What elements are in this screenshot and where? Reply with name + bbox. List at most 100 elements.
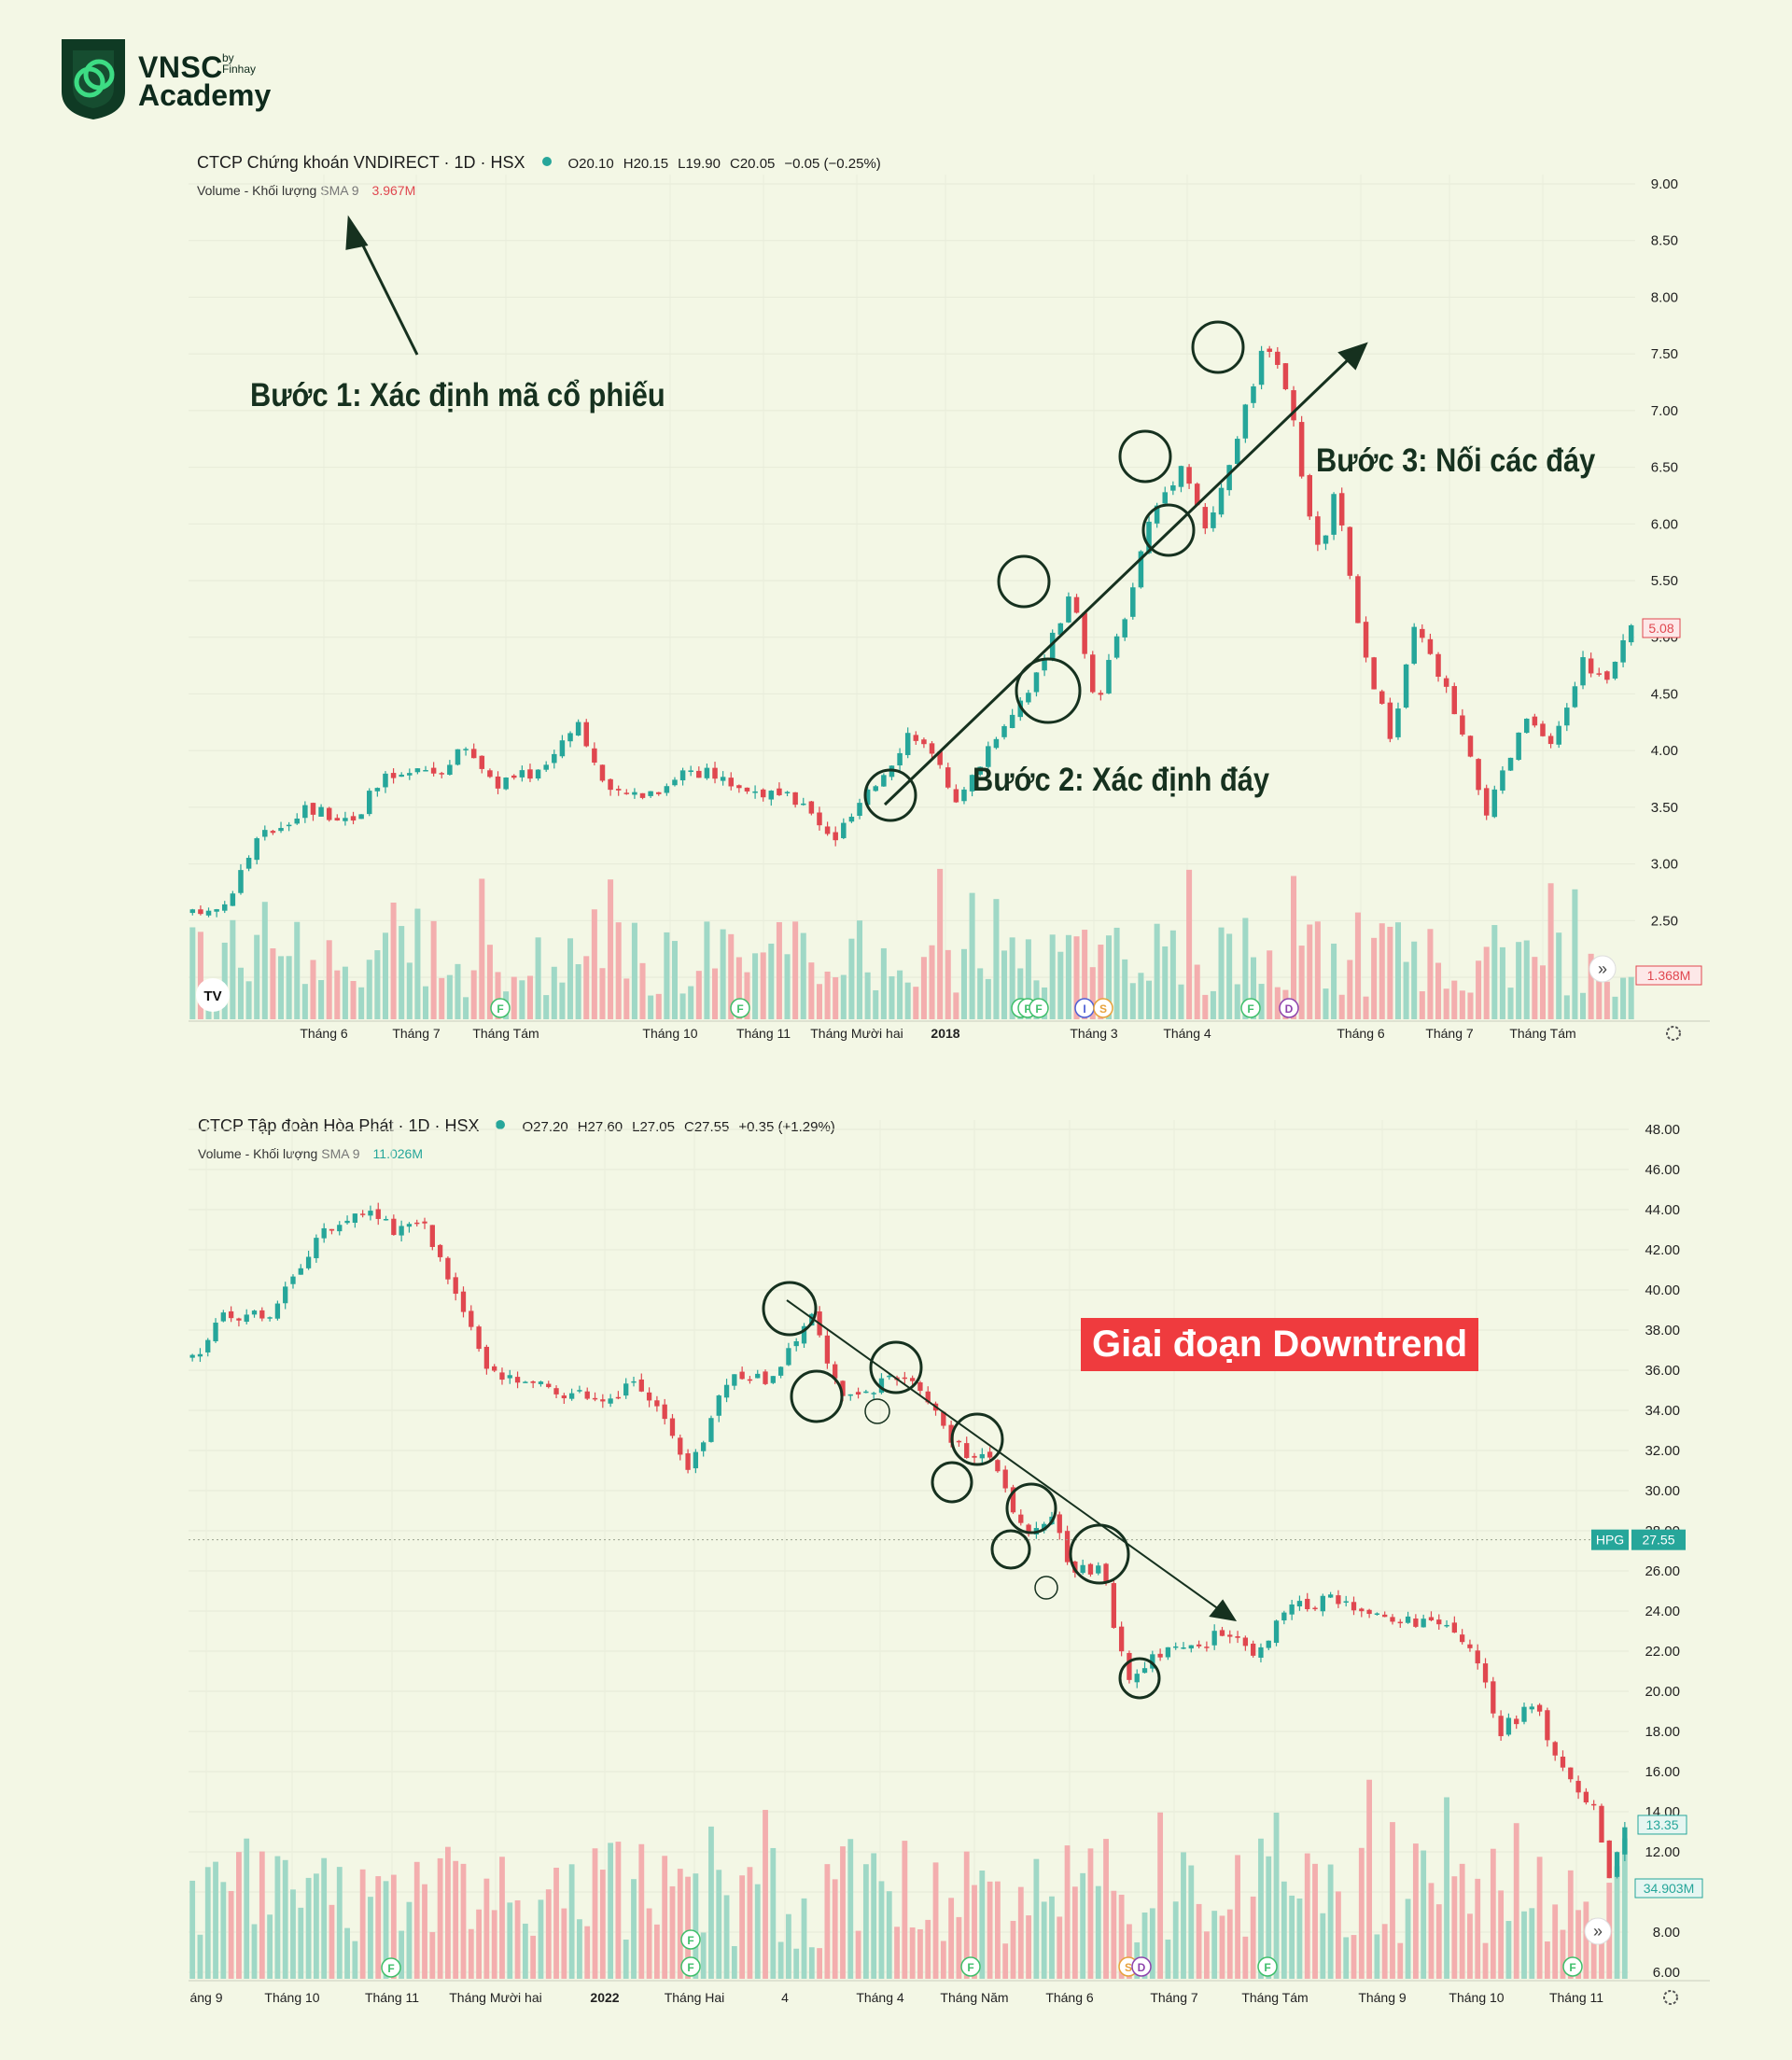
volume-bar xyxy=(1118,1894,1125,1979)
volume-bar xyxy=(375,1876,382,1979)
candle-body xyxy=(615,789,622,791)
event-marker-label: F xyxy=(1569,1961,1575,1974)
candle-body xyxy=(793,1340,799,1347)
candle-body xyxy=(1042,658,1047,671)
volume-bar xyxy=(833,976,839,1019)
candle-body xyxy=(1323,535,1329,544)
event-marker-label: F xyxy=(967,1961,973,1974)
volume-bar xyxy=(871,1853,877,1979)
volume-bar xyxy=(1387,926,1393,1019)
highlight-circle xyxy=(1118,1657,1161,1700)
candle-body xyxy=(1178,466,1184,487)
volume-bar xyxy=(754,1884,761,1979)
candle-body xyxy=(972,1455,977,1458)
chart1-vndirect[interactable]: 9.008.508.007.507.006.506.005.505.004.50… xyxy=(0,140,1792,1055)
gear-icon xyxy=(1666,1026,1681,1041)
volume-bar xyxy=(1250,1896,1256,1979)
candle-body xyxy=(552,753,557,764)
trendline-arrow-head xyxy=(1209,1599,1238,1622)
volume-bar xyxy=(310,960,316,1019)
volume-bar xyxy=(1298,946,1305,1019)
candle-body xyxy=(1467,1644,1473,1648)
volume-bar xyxy=(358,987,365,1019)
volume-bar xyxy=(429,1931,436,1979)
volume-bar xyxy=(197,932,203,1019)
event-marker-label: F xyxy=(1247,1002,1253,1016)
x-tick-label: Tháng 7 xyxy=(392,1026,441,1041)
volume-bar xyxy=(977,968,984,1019)
volume-bar xyxy=(832,1879,838,1979)
volume-bar xyxy=(366,960,372,1019)
volume-bar xyxy=(1444,1797,1449,1979)
candle-body xyxy=(777,1366,784,1376)
candle-body xyxy=(664,786,670,793)
candle-body xyxy=(1087,1563,1094,1575)
candle-body xyxy=(1564,708,1570,726)
volume-bar xyxy=(294,921,301,1019)
candle-body xyxy=(495,776,501,789)
volume-bar xyxy=(1327,1864,1334,1979)
candle-body xyxy=(995,1460,1001,1472)
volume-bar xyxy=(940,1941,946,1979)
candle-body xyxy=(584,1391,590,1399)
volume-bar xyxy=(1521,1911,1527,1979)
volume-bar xyxy=(1064,1845,1071,1979)
candle-body xyxy=(1042,1523,1047,1531)
candle-body xyxy=(220,1312,226,1322)
volume-bar xyxy=(840,1846,846,1979)
volume-bar xyxy=(197,1934,203,1979)
y-tick-label: 18.00 xyxy=(1645,1724,1680,1740)
volume-bar xyxy=(1082,930,1088,1019)
x-tick-label: Tháng Năm xyxy=(940,1990,1008,2005)
candle-body xyxy=(439,773,445,775)
volume-bar xyxy=(677,1869,683,1979)
annotation-step3: Bước 3: Nối các đáy xyxy=(1316,442,1596,479)
volume-bar xyxy=(963,1851,970,1979)
volume-bar xyxy=(1536,1857,1543,1979)
candle-body xyxy=(1547,736,1554,745)
candle-body xyxy=(979,1453,985,1459)
volume-bar xyxy=(1366,1779,1372,1979)
volume-bar xyxy=(932,1862,939,1979)
candle-body xyxy=(470,749,477,759)
candle-body xyxy=(961,789,967,802)
volume-bar xyxy=(1071,1886,1078,1979)
highlight-circle xyxy=(1005,1482,1057,1534)
volume-bar xyxy=(801,1898,807,1979)
volume-bar xyxy=(1483,946,1490,1019)
volume-bar xyxy=(213,1861,218,1979)
volume-bar xyxy=(511,976,517,1019)
volume-bar xyxy=(735,957,742,1019)
expand-button xyxy=(1589,955,1617,983)
volume-bar xyxy=(350,980,357,1019)
candle-body xyxy=(198,909,203,915)
candle-body xyxy=(1106,660,1112,694)
candle-body xyxy=(197,1353,203,1357)
volume-bar xyxy=(583,956,590,1019)
candle-body xyxy=(744,787,750,792)
candle-body xyxy=(359,1213,366,1215)
volume-bar xyxy=(777,1941,784,1979)
volume-bar xyxy=(1575,1910,1581,1979)
candle-body xyxy=(1529,1706,1534,1710)
volume-bar xyxy=(1590,1918,1597,1979)
candle-body xyxy=(1532,716,1538,726)
candle-body xyxy=(538,1381,544,1384)
candle-body xyxy=(732,1374,737,1386)
volume-bar xyxy=(646,1908,652,1979)
candle-body xyxy=(941,1411,946,1426)
chart2-hoa-phat[interactable]: 48.0046.0044.0042.0040.0038.0036.0034.00… xyxy=(0,1101,1792,2016)
candle-body xyxy=(720,777,726,781)
candle-body xyxy=(752,791,758,793)
candle-body xyxy=(638,1379,644,1392)
candle-body xyxy=(583,722,590,747)
candle-body xyxy=(1122,619,1127,638)
volume-bar xyxy=(904,982,911,1019)
volume-bar xyxy=(476,1909,482,1979)
volume-bar xyxy=(1529,1908,1535,1979)
volume-bar xyxy=(712,968,719,1019)
event-marker-label: F xyxy=(736,1002,743,1016)
volume-bar xyxy=(1010,1920,1016,1979)
candle-body xyxy=(1516,732,1521,761)
candle-body xyxy=(1505,1717,1512,1735)
